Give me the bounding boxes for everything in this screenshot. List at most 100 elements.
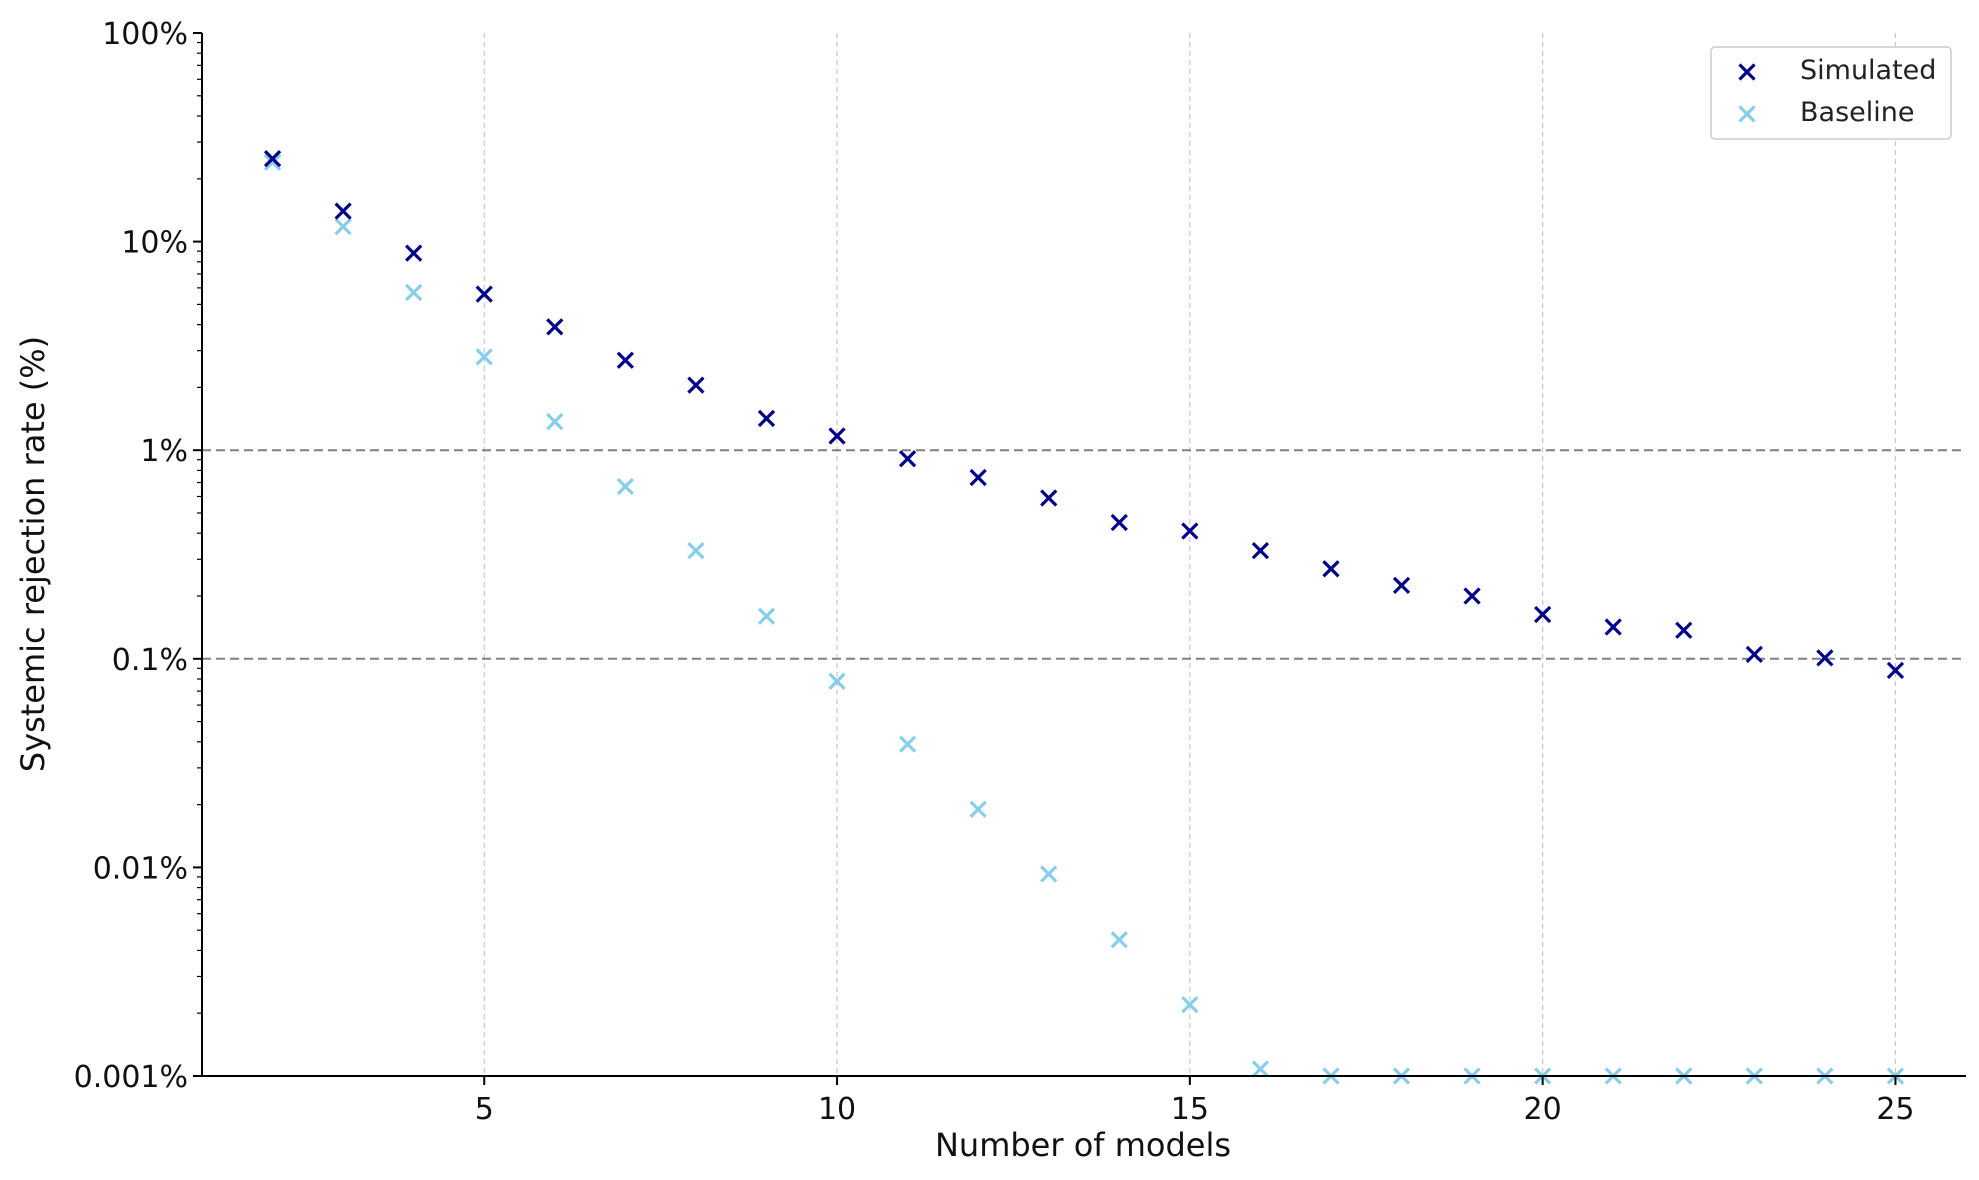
data-point-simulated: [1745, 645, 1763, 664]
data-point-simulated-stroke: [969, 468, 987, 487]
data-point-baseline-stroke: [828, 672, 846, 690]
data-point-simulated-stroke: [1110, 513, 1128, 532]
data-point-baseline-stroke: [757, 607, 776, 625]
data-point-simulated-stroke: [1816, 649, 1834, 667]
data-point-baseline: [828, 672, 846, 690]
data-point-simulated: [898, 450, 917, 468]
y-tick-label: 10%: [121, 226, 188, 261]
data-point-baseline: [687, 542, 705, 560]
data-point-simulated-stroke: [1392, 576, 1411, 594]
data-point-baseline: [969, 800, 987, 818]
legend-marker-simulated-stroke: [1738, 63, 1756, 81]
data-point-simulated: [1040, 489, 1058, 507]
data-point-simulated-stroke: [546, 318, 564, 336]
legend-label-simulated: Simulated: [1800, 55, 1936, 86]
data-point-baseline-stroke: [334, 217, 352, 236]
data-point-simulated: [757, 409, 776, 428]
data-point-simulated: [1604, 618, 1622, 636]
data-point-baseline: [475, 348, 493, 366]
data-point-simulated: [263, 149, 282, 168]
legend: Simulated Baseline: [1710, 46, 1952, 140]
data-point-baseline-stroke: [405, 283, 423, 302]
data-point-simulated: [1463, 587, 1481, 605]
data-point-baseline-stroke: [616, 477, 634, 496]
x-tick-label: 25: [1876, 1092, 1914, 1127]
x-tick-label: 20: [1524, 1092, 1562, 1127]
data-point-simulated-stroke: [1604, 618, 1622, 636]
axis-ticks: 5 10 15 20 25 0.001% 0.01% 0.1% 1% 10% 100%: [74, 17, 1915, 1127]
data-point-baseline-stroke: [898, 735, 917, 753]
data-point-baseline: [334, 217, 352, 236]
legend-marker-baseline: [1738, 105, 1756, 123]
data-point-baseline-stroke: [263, 153, 282, 171]
data-point-baseline-stroke: [1040, 865, 1058, 883]
y-tick-label: 1%: [140, 434, 188, 469]
data-point-baseline: [757, 607, 776, 625]
data-point-simulated: [1816, 649, 1834, 667]
data-point-simulated-stroke: [1322, 560, 1340, 578]
data-point-simulated: [1251, 542, 1270, 560]
y-tick-label: 0.001%: [74, 1060, 188, 1095]
data-point-simulated-stroke: [1251, 542, 1270, 560]
legend-box: [1710, 46, 1952, 140]
data-point-simulated-stroke: [334, 202, 352, 220]
data-point-baseline: [1251, 1060, 1270, 1078]
legend-label-baseline: Baseline: [1800, 97, 1914, 128]
data-point-simulated: [1392, 576, 1411, 594]
data-point-simulated: [1322, 560, 1340, 578]
data-point-simulated-stroke: [616, 351, 634, 369]
data-point-baseline-stroke: [687, 542, 705, 560]
reference-lines: [202, 449, 1966, 660]
data-point-simulated-stroke: [1463, 587, 1481, 605]
grid-lines: [483, 33, 1897, 1076]
data-point-simulated-stroke: [757, 409, 776, 428]
data-point-baseline-stroke: [1181, 995, 1199, 1014]
data-point-simulated-stroke: [1534, 605, 1552, 624]
data-point-simulated: [828, 427, 846, 445]
y-tick-label: 0.01%: [93, 851, 188, 886]
data-point-simulated-stroke: [687, 376, 705, 394]
data-point-simulated: [1181, 522, 1199, 540]
data-point-simulated: [546, 318, 564, 336]
x-axis-label: Number of models: [935, 1126, 1231, 1164]
data-point-baseline: [405, 283, 423, 302]
data-point-simulated: [1886, 661, 1905, 680]
data-point-baseline: [616, 477, 634, 496]
data-point-simulated: [334, 202, 352, 220]
data-point-simulated-stroke: [263, 149, 282, 168]
y-axis-label: Systemic rejection rate (%): [14, 336, 52, 772]
data-point-simulated: [1675, 621, 1693, 639]
data-point-baseline-stroke: [1251, 1060, 1270, 1078]
axes: [201, 33, 1966, 1077]
data-point-baseline: [898, 735, 917, 753]
data-point-baseline: [1110, 931, 1128, 949]
data-point-simulated: [475, 285, 493, 303]
data-point-baseline-stroke: [475, 348, 493, 366]
x-tick-label: 15: [1171, 1092, 1209, 1127]
data-point-simulated-stroke: [1040, 489, 1058, 507]
data-point-baseline: [1040, 865, 1058, 883]
data-point-simulated-stroke: [898, 450, 917, 468]
data-point-baseline: [1181, 995, 1199, 1014]
data-point-baseline-stroke: [1110, 931, 1128, 949]
x-tick-label: 5: [475, 1092, 494, 1127]
legend-markers: [1738, 63, 1756, 123]
legend-marker-simulated: [1738, 63, 1756, 81]
y-tick-label: 100%: [102, 17, 188, 52]
data-point-simulated-stroke: [475, 285, 493, 303]
data-point-simulated: [687, 376, 705, 394]
data-point-simulated: [616, 351, 634, 369]
data-point-baseline: [263, 153, 282, 171]
legend-marker-baseline-stroke: [1738, 105, 1756, 123]
data-point-simulated: [1110, 513, 1128, 532]
data-point-simulated: [1534, 605, 1552, 624]
x-tick-label: 10: [818, 1092, 856, 1127]
y-tick-label: 0.1%: [112, 643, 188, 678]
data-point-simulated-stroke: [405, 244, 423, 262]
data-point-simulated-stroke: [1886, 661, 1905, 680]
data-point-baseline-stroke: [546, 413, 564, 431]
data-point-simulated-stroke: [1745, 645, 1763, 664]
data-point-simulated: [969, 468, 987, 487]
data-point-simulated-stroke: [1181, 522, 1199, 540]
